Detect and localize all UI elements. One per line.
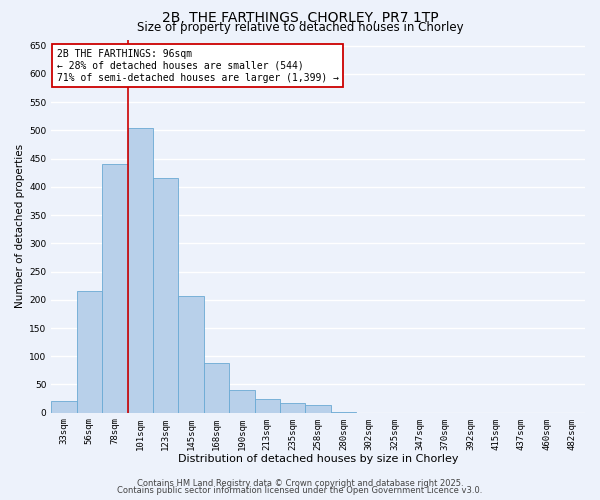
Y-axis label: Number of detached properties: Number of detached properties — [15, 144, 25, 308]
Text: Contains HM Land Registry data © Crown copyright and database right 2025.: Contains HM Land Registry data © Crown c… — [137, 478, 463, 488]
Bar — [254, 398, 280, 412]
Bar — [280, 402, 305, 412]
Text: Size of property relative to detached houses in Chorley: Size of property relative to detached ho… — [137, 22, 463, 35]
Bar — [102, 164, 128, 412]
Text: 2B, THE FARTHINGS, CHORLEY, PR7 1TP: 2B, THE FARTHINGS, CHORLEY, PR7 1TP — [161, 11, 439, 25]
Text: Contains public sector information licensed under the Open Government Licence v3: Contains public sector information licen… — [118, 486, 482, 495]
X-axis label: Distribution of detached houses by size in Chorley: Distribution of detached houses by size … — [178, 454, 458, 464]
Text: 2B THE FARTHINGS: 96sqm
← 28% of detached houses are smaller (544)
71% of semi-d: 2B THE FARTHINGS: 96sqm ← 28% of detache… — [56, 50, 338, 82]
Bar — [51, 402, 77, 412]
Bar — [128, 128, 153, 412]
Bar — [153, 178, 178, 412]
Bar — [178, 296, 204, 412]
Bar — [229, 390, 254, 412]
Bar — [305, 406, 331, 412]
Bar — [77, 292, 102, 412]
Bar — [204, 363, 229, 412]
